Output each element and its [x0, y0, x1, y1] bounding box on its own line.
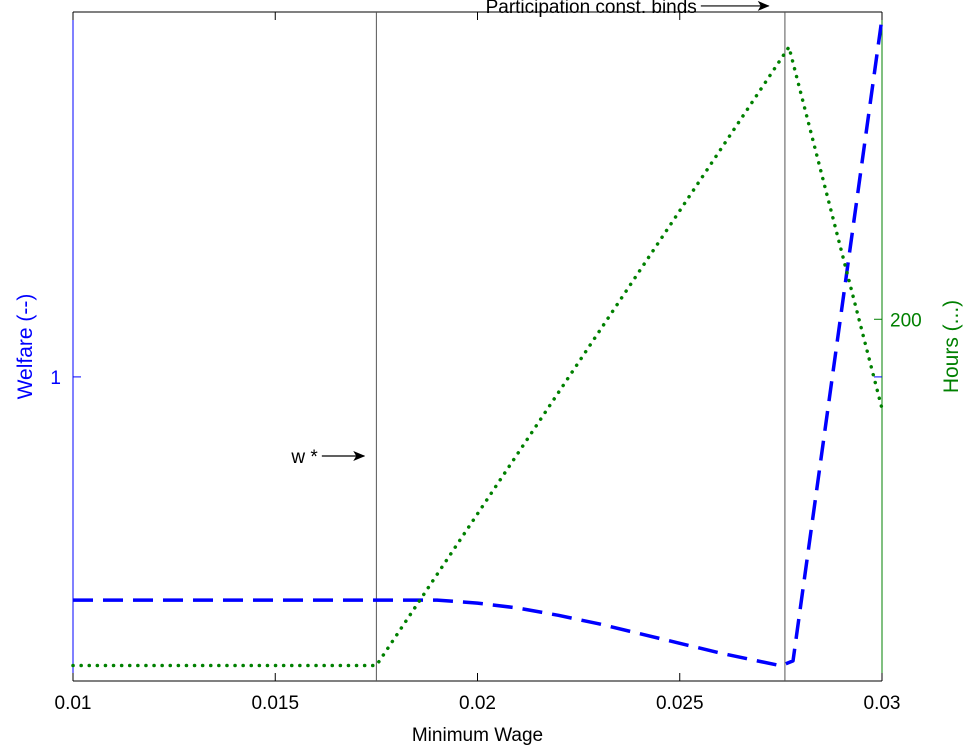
y-left-axis-label: Welfare (--)	[14, 294, 37, 400]
y-left-tick-label: 1	[50, 368, 61, 389]
welfare-series-line	[73, 17, 884, 668]
x-tick-label: 0.025	[656, 693, 704, 714]
hours-series-line	[71, 45, 884, 668]
text-layer: Minimum Wage Welfare (--) Hours (...)	[14, 294, 963, 746]
x-tick-label: 0.02	[459, 693, 496, 714]
annotation-label: Participation const. binds	[486, 0, 697, 18]
x-tick-label: 0.03	[864, 693, 901, 714]
x-tick-label: 0.01	[55, 693, 92, 714]
plot-area: 0.01 0.015 0.02 0.025 0.03 1 200 w * Participati…	[50, 0, 921, 714]
x-tick-label: 0.015	[251, 693, 299, 714]
y-right-axis-label: Hours (...)	[940, 300, 963, 393]
annotation-label: w *	[290, 447, 318, 468]
y-right-tick-label: 200	[890, 310, 922, 331]
x-axis-label: Minimum Wage	[412, 725, 543, 746]
